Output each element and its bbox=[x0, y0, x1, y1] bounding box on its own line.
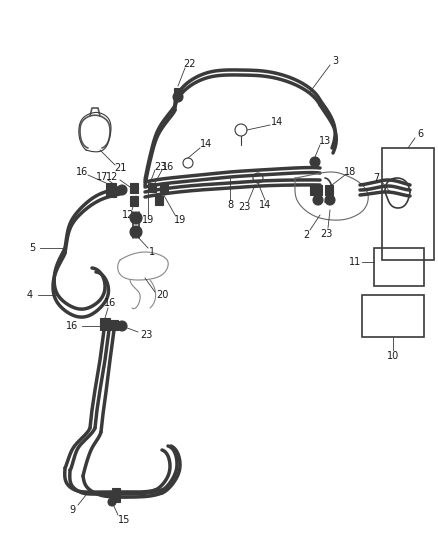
Bar bbox=[174, 88, 182, 95]
Text: 6: 6 bbox=[417, 129, 423, 139]
Bar bbox=[106, 183, 116, 197]
Bar bbox=[130, 183, 138, 193]
Text: 23: 23 bbox=[140, 330, 152, 340]
Text: 19: 19 bbox=[142, 215, 154, 225]
Bar bbox=[112, 488, 120, 502]
Bar bbox=[100, 318, 110, 330]
Bar bbox=[325, 185, 333, 195]
Text: 13: 13 bbox=[319, 136, 331, 146]
Text: 14: 14 bbox=[271, 117, 283, 127]
Circle shape bbox=[173, 92, 183, 102]
Bar bbox=[382, 148, 434, 260]
Bar bbox=[148, 183, 156, 192]
Text: 9: 9 bbox=[69, 505, 75, 515]
Text: 23: 23 bbox=[154, 162, 166, 172]
Text: 21: 21 bbox=[114, 163, 126, 173]
Circle shape bbox=[130, 226, 142, 238]
Text: 19: 19 bbox=[174, 215, 186, 225]
Text: 14: 14 bbox=[200, 139, 212, 149]
Text: 3: 3 bbox=[332, 56, 338, 66]
Text: 14: 14 bbox=[259, 200, 271, 210]
Text: 20: 20 bbox=[156, 290, 168, 300]
Text: 17: 17 bbox=[96, 172, 108, 182]
Text: 18: 18 bbox=[344, 167, 356, 177]
Bar bbox=[110, 320, 118, 330]
Text: 10: 10 bbox=[387, 351, 399, 361]
Bar bbox=[155, 196, 163, 205]
Text: 1: 1 bbox=[149, 247, 155, 257]
Text: 12: 12 bbox=[122, 210, 134, 220]
Circle shape bbox=[117, 185, 127, 195]
Text: 23: 23 bbox=[320, 229, 332, 239]
Text: 16: 16 bbox=[76, 167, 88, 177]
Text: 11: 11 bbox=[349, 257, 361, 267]
Bar bbox=[130, 196, 138, 206]
Text: 2: 2 bbox=[303, 230, 309, 240]
Text: 12: 12 bbox=[106, 172, 118, 182]
Circle shape bbox=[313, 195, 323, 205]
Circle shape bbox=[108, 498, 116, 506]
Text: 16: 16 bbox=[104, 298, 116, 308]
Circle shape bbox=[325, 195, 335, 205]
Circle shape bbox=[117, 321, 127, 331]
Text: 16: 16 bbox=[162, 162, 174, 172]
Bar bbox=[374, 248, 424, 286]
Text: 22: 22 bbox=[184, 59, 196, 69]
Circle shape bbox=[130, 212, 142, 224]
Bar bbox=[160, 183, 168, 192]
Text: 7: 7 bbox=[373, 173, 379, 183]
Text: 4: 4 bbox=[27, 290, 33, 300]
Bar bbox=[310, 185, 322, 195]
Circle shape bbox=[310, 157, 320, 167]
Text: 16: 16 bbox=[66, 321, 78, 331]
Text: 8: 8 bbox=[227, 200, 233, 210]
Text: 23: 23 bbox=[238, 202, 250, 212]
Text: 5: 5 bbox=[29, 243, 35, 253]
Bar bbox=[362, 295, 424, 337]
Text: 15: 15 bbox=[118, 515, 130, 525]
